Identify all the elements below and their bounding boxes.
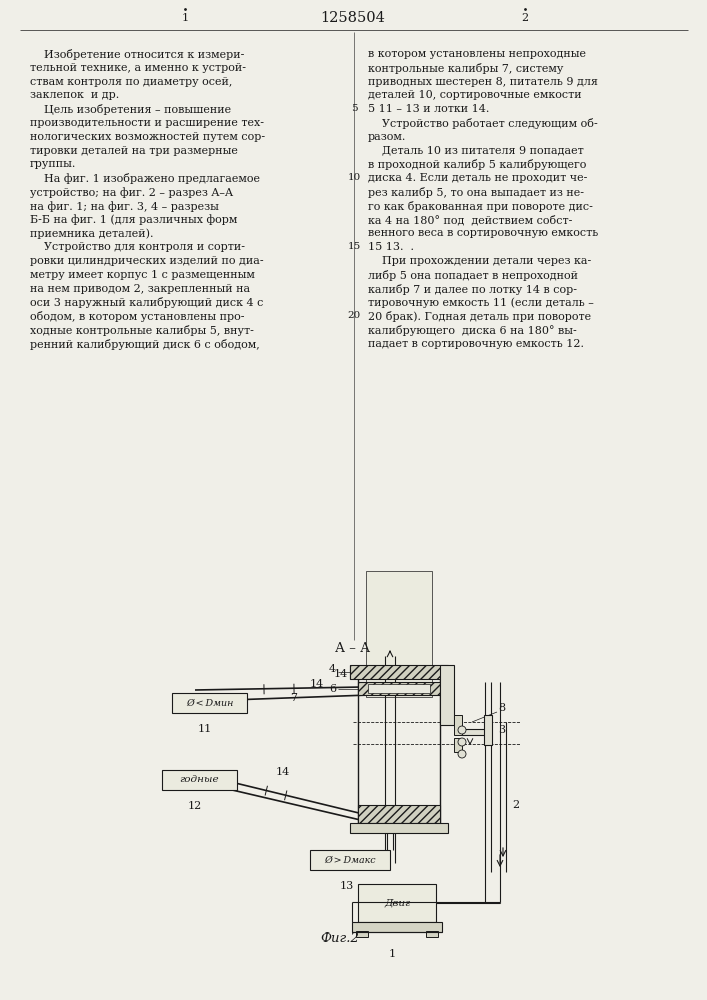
Text: производительности и расширение тех-: производительности и расширение тех- [30,118,264,128]
Text: Ø < Dмин: Ø < Dмин [186,698,233,708]
Text: го как бракованная при повороте дис-: го как бракованная при повороте дис- [368,201,593,212]
Text: ходные контрольные калибры 5, внут-: ходные контрольные калибры 5, внут- [30,325,254,336]
Bar [358,884,436,922]
Bar [462,729,487,735]
Text: ствам контроля по диаметру осей,: ствам контроля по диаметру осей, [30,77,233,87]
Text: 1: 1 [388,949,395,959]
Text: приемника деталей).: приемника деталей). [30,228,153,239]
Text: 6: 6 [329,684,336,694]
Text: годные: годные [180,776,219,784]
Text: ренний калибрующий диск 6 с ободом,: ренний калибрующий диск 6 с ободом, [30,339,259,350]
Text: устройство; на фиг. 2 – разрез A–A: устройство; на фиг. 2 – разрез A–A [30,187,233,198]
Text: метру имеет корпус 1 с размещенным: метру имеет корпус 1 с размещенным [30,270,255,280]
Text: разом.: разом. [368,132,407,142]
Text: на нем приводом 2, закрепленный на: на нем приводом 2, закрепленный на [30,284,250,294]
Text: ободом, в котором установлены про-: ободом, в котором установлены про- [30,311,245,322]
Text: тельной технике, а именно к устрой-: тельной технике, а именно к устрой- [30,63,246,73]
Bar [350,665,448,679]
Text: 20 брак). Годная деталь при повороте: 20 брак). Годная деталь при повороте [368,311,591,322]
Text: тировочную емкость 11 (если деталь –: тировочную емкость 11 (если деталь – [368,297,594,308]
Bar [426,931,438,937]
Circle shape [458,726,466,734]
Circle shape [458,738,466,746]
Bar [454,738,462,752]
Text: 13: 13 [340,881,354,891]
Text: калибр 7 и далее по лотку 14 в сор-: калибр 7 и далее по лотку 14 в сор- [368,284,577,295]
Bar [310,850,390,870]
Text: Изобретение относится к измери-: Изобретение относится к измери- [30,49,245,60]
Text: заклепок  и др.: заклепок и др. [30,90,119,100]
Text: приводных шестерен 8, питатель 9 для: приводных шестерен 8, питатель 9 для [368,77,598,87]
Bar [358,682,440,695]
Text: 14: 14 [334,669,348,679]
Bar [368,684,430,693]
Text: оси 3 наружный калибрующий диск 4 с: оси 3 наружный калибрующий диск 4 с [30,297,264,308]
Text: На фиг. 1 изображено предлагаемое: На фиг. 1 изображено предлагаемое [30,173,260,184]
Text: 5 11 – 13 и лотки 14.: 5 11 – 13 и лотки 14. [368,104,489,114]
Text: рез калибр 5, то она выпадает из не-: рез калибр 5, то она выпадает из не- [368,187,584,198]
Text: Двиг: Двиг [384,898,410,908]
Text: 10: 10 [347,173,361,182]
Text: 2: 2 [512,800,519,810]
Text: диска 4. Если деталь не проходит че-: диска 4. Если деталь не проходит че- [368,173,588,183]
Text: калибрующего  диска 6 на 180° вы-: калибрующего диска 6 на 180° вы- [368,325,577,336]
Text: 1258504: 1258504 [320,11,385,25]
Text: группы.: группы. [30,159,76,169]
Bar [162,770,237,790]
Bar [454,715,462,735]
Text: в котором установлены непроходные: в котором установлены непроходные [368,49,586,59]
Text: деталей 10, сортировочные емкости: деталей 10, сортировочные емкости [368,90,582,100]
Text: Фиг.2: Фиг.2 [320,932,359,944]
Text: 15 13.  .: 15 13. . [368,242,414,252]
Text: 15: 15 [347,242,361,251]
Bar [358,805,440,823]
Text: 20: 20 [347,311,361,320]
Circle shape [458,750,466,758]
Bar [484,715,492,745]
Text: 14: 14 [310,679,325,689]
Text: При прохождении детали через ка-: При прохождении детали через ка- [368,256,591,266]
Text: 14: 14 [276,767,291,777]
Text: Б-Б на фиг. 1 (для различных форм: Б-Б на фиг. 1 (для различных форм [30,215,238,225]
Text: тировки деталей на три размерные: тировки деталей на три размерные [30,146,238,156]
Text: либр 5 она попадает в непроходной: либр 5 она попадает в непроходной [368,270,578,281]
Text: 2: 2 [522,13,529,23]
Text: в проходной калибр 5 калибрующего: в проходной калибр 5 калибрующего [368,159,586,170]
Text: нологических возможностей путем сор-: нологических возможностей путем сор- [30,132,265,142]
Bar [440,665,454,725]
Text: 1: 1 [182,13,189,23]
Text: на фиг. 1; на фиг. 3, 4 – разрезы: на фиг. 1; на фиг. 3, 4 – разрезы [30,201,219,212]
Text: Цель изобретения – повышение: Цель изобретения – повышение [30,104,231,115]
Text: контрольные калибры 7, систему: контрольные калибры 7, систему [368,63,563,74]
Text: 11: 11 [197,724,211,734]
Text: А – А: А – А [335,642,370,655]
Text: 7: 7 [290,693,297,703]
Bar [172,693,247,713]
Text: 8: 8 [498,703,505,713]
Text: ровки цилиндрических изделий по диа-: ровки цилиндрических изделий по диа- [30,256,264,266]
Text: 4: 4 [329,664,336,674]
Text: ка 4 на 180° под  действием собст-: ка 4 на 180° под действием собст- [368,215,573,225]
Bar [366,571,432,697]
Text: Деталь 10 из питателя 9 попадает: Деталь 10 из питателя 9 попадает [368,146,584,156]
Bar [350,823,448,833]
Text: Устройство работает следующим об-: Устройство работает следующим об- [368,118,597,129]
Text: падает в сортировочную емкость 12.: падает в сортировочную емкость 12. [368,339,584,349]
Text: венного веса в сортировочную емкость: венного веса в сортировочную емкость [368,228,598,238]
Text: Ø > Dмакс: Ø > Dмакс [325,856,376,864]
Bar [356,931,368,937]
Text: 5: 5 [351,104,357,113]
Text: 3: 3 [498,725,505,735]
Text: 12: 12 [187,801,201,811]
Bar [352,922,442,932]
Text: Устройство для контроля и сорти-: Устройство для контроля и сорти- [30,242,245,252]
